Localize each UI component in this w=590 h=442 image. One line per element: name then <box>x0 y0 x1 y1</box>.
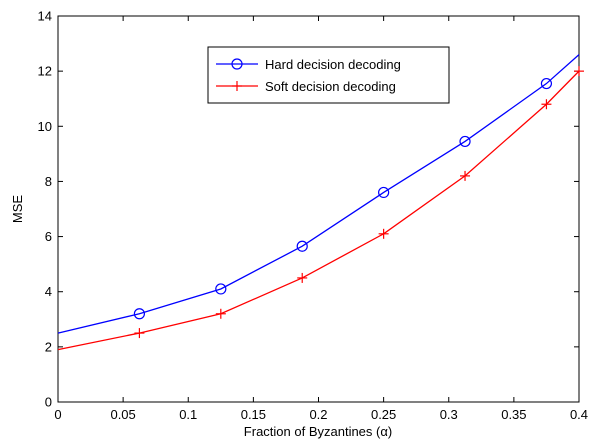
x-tick-label: 0.1 <box>179 407 197 422</box>
series-layer <box>57 54 584 351</box>
data-point <box>541 99 552 110</box>
x-tick-label: 0.15 <box>241 407 266 422</box>
legend-box <box>207 46 450 104</box>
series-soft-decision <box>57 66 584 351</box>
y-tick-label: 14 <box>38 9 52 24</box>
data-point <box>459 135 471 148</box>
data-point <box>134 328 145 339</box>
x-axis: 0 0.05 0.1 0.15 0.2 0.25 0.3 0.35 0.4 <box>54 16 588 422</box>
data-point <box>215 283 227 295</box>
data-point <box>215 308 226 319</box>
y-tick-label: 8 <box>45 174 52 189</box>
y-tick-label: 0 <box>45 395 52 410</box>
legend-entry: Soft decision decoding <box>216 79 396 94</box>
data-point <box>378 228 389 239</box>
series-line <box>57 70 580 351</box>
data-point <box>460 170 471 181</box>
data-point <box>574 66 584 77</box>
x-axis-label: Fraction of Byzantines (α) <box>244 424 392 439</box>
series-line <box>57 54 580 334</box>
legend-label: Soft decision decoding <box>265 79 396 94</box>
data-point <box>133 308 146 320</box>
legend: Hard decision decoding Soft decision deco… <box>207 46 450 104</box>
y-tick-label: 10 <box>38 119 52 134</box>
legend-label: Hard decision decoding <box>265 57 401 72</box>
series-hard-decision <box>57 54 580 334</box>
y-tick-label: 12 <box>38 64 52 79</box>
legend-marker <box>232 81 242 91</box>
y-tick-label: 4 <box>45 284 52 299</box>
data-point <box>296 240 308 252</box>
data-point <box>297 272 308 283</box>
x-tick-label: 0.35 <box>501 407 526 422</box>
x-tick-label: 0.3 <box>440 407 458 422</box>
y-axis-label: MSE <box>10 195 25 224</box>
x-tick-label: 0.2 <box>309 407 327 422</box>
x-tick-label: 0.4 <box>570 407 588 422</box>
x-tick-label: 0 <box>54 407 61 422</box>
legend-entry: Hard decision decoding <box>216 57 401 72</box>
legend-marker <box>231 58 243 70</box>
y-axis: 0 2 4 6 8 10 12 14 <box>38 9 579 410</box>
x-tick-label: 0.25 <box>371 407 396 422</box>
y-tick-label: 6 <box>45 229 52 244</box>
x-tick-label: 0.05 <box>110 407 135 422</box>
data-point <box>540 77 553 90</box>
data-point <box>378 186 390 199</box>
y-tick-label: 2 <box>45 339 52 354</box>
